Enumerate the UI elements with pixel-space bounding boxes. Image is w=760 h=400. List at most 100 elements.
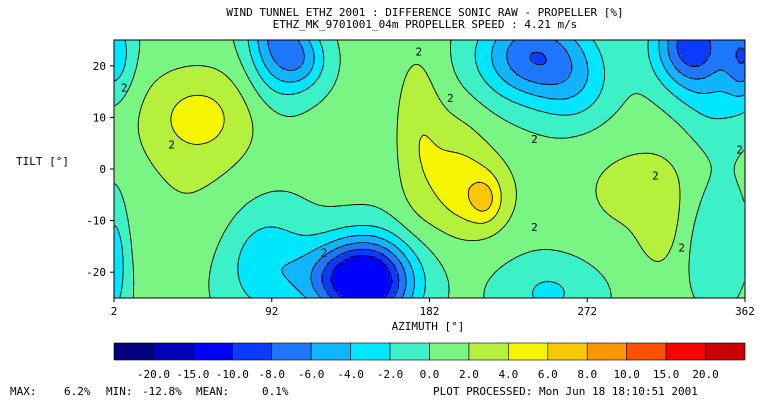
field-cell bbox=[180, 292, 184, 296]
field-cell bbox=[270, 76, 274, 80]
field-cell bbox=[120, 265, 124, 269]
field-cell bbox=[165, 295, 169, 298]
field-cell bbox=[168, 40, 172, 44]
field-cell bbox=[174, 292, 178, 296]
field-cell bbox=[267, 67, 271, 71]
field-cell bbox=[147, 67, 151, 71]
field-cell bbox=[285, 175, 289, 179]
field-cell bbox=[246, 79, 250, 83]
field-cell bbox=[222, 247, 226, 251]
field-cell bbox=[252, 229, 256, 233]
field-cell bbox=[159, 244, 163, 248]
field-cell bbox=[228, 64, 232, 68]
field-cell bbox=[180, 103, 184, 107]
field-cell bbox=[222, 286, 226, 290]
field-cell bbox=[150, 109, 154, 113]
field-cell bbox=[252, 115, 256, 119]
field-cell bbox=[150, 292, 154, 296]
field-cell bbox=[123, 142, 127, 146]
field-cell bbox=[165, 250, 169, 254]
field-cell bbox=[114, 43, 118, 47]
field-cell bbox=[270, 103, 274, 107]
field-cell bbox=[168, 49, 172, 53]
field-cell bbox=[237, 193, 241, 197]
field-cell bbox=[171, 58, 175, 62]
field-cell bbox=[180, 61, 184, 65]
field-cell bbox=[249, 67, 253, 71]
field-cell bbox=[270, 262, 274, 266]
field-cell bbox=[237, 247, 241, 251]
field-cell bbox=[174, 94, 178, 98]
field-cell bbox=[240, 106, 244, 110]
field-cell bbox=[147, 229, 151, 233]
field-cell bbox=[171, 277, 175, 281]
field-cell bbox=[207, 238, 211, 242]
field-cell bbox=[168, 292, 172, 296]
field-cell bbox=[147, 262, 151, 266]
field-cell bbox=[159, 277, 163, 281]
field-cell bbox=[282, 52, 286, 56]
field-cell bbox=[213, 295, 217, 298]
field-cell bbox=[267, 106, 271, 110]
field-cell bbox=[141, 196, 145, 200]
field-cell bbox=[117, 289, 121, 293]
field-cell bbox=[267, 124, 271, 128]
field-cell bbox=[144, 73, 148, 77]
field-cell bbox=[162, 283, 166, 287]
field-cell bbox=[276, 196, 280, 200]
field-cell bbox=[135, 124, 139, 128]
field-cell bbox=[219, 286, 223, 290]
field-cell bbox=[168, 286, 172, 290]
field-cell bbox=[258, 136, 262, 140]
field-cell bbox=[144, 103, 148, 107]
field-cell bbox=[123, 235, 127, 239]
field-cell bbox=[147, 271, 151, 275]
field-cell bbox=[159, 70, 163, 74]
field-cell bbox=[270, 163, 274, 167]
field-cell bbox=[144, 280, 148, 284]
field-cell bbox=[180, 190, 184, 194]
field-cell bbox=[207, 244, 211, 248]
field-cell bbox=[249, 151, 253, 155]
field-cell bbox=[171, 184, 175, 188]
field-cell bbox=[198, 124, 202, 128]
field-cell bbox=[234, 43, 238, 47]
field-cell bbox=[264, 148, 268, 152]
field-cell bbox=[258, 130, 262, 134]
field-cell bbox=[141, 106, 145, 110]
field-cell bbox=[180, 274, 184, 278]
field-cell bbox=[204, 85, 208, 89]
field-cell bbox=[246, 55, 250, 59]
field-cell bbox=[243, 58, 247, 62]
field-cell bbox=[192, 136, 196, 140]
field-cell bbox=[201, 271, 205, 275]
field-cell bbox=[240, 115, 244, 119]
field-cell bbox=[219, 145, 223, 149]
field-cell bbox=[195, 286, 199, 290]
field-cell bbox=[261, 232, 265, 236]
field-cell bbox=[219, 49, 223, 53]
field-cell bbox=[183, 286, 187, 290]
field-cell bbox=[267, 94, 271, 98]
field-cell bbox=[246, 112, 250, 116]
field-cell bbox=[249, 241, 253, 245]
field-cell bbox=[156, 190, 160, 194]
field-cell bbox=[276, 289, 280, 293]
field-cell bbox=[228, 229, 232, 233]
field-cell bbox=[267, 154, 271, 158]
field-cell bbox=[219, 172, 223, 176]
field-cell bbox=[147, 244, 151, 248]
field-cell bbox=[213, 76, 217, 80]
field-cell bbox=[126, 52, 130, 56]
field-cell bbox=[159, 199, 163, 203]
field-cell bbox=[117, 283, 121, 287]
field-cell bbox=[183, 163, 187, 167]
field-cell bbox=[141, 220, 145, 224]
field-cell bbox=[129, 76, 133, 80]
field-cell bbox=[207, 40, 211, 44]
field-cell bbox=[219, 82, 223, 86]
field-cell bbox=[240, 229, 244, 233]
field-cell bbox=[183, 277, 187, 281]
field-cell bbox=[231, 106, 235, 110]
field-cell bbox=[129, 268, 133, 272]
